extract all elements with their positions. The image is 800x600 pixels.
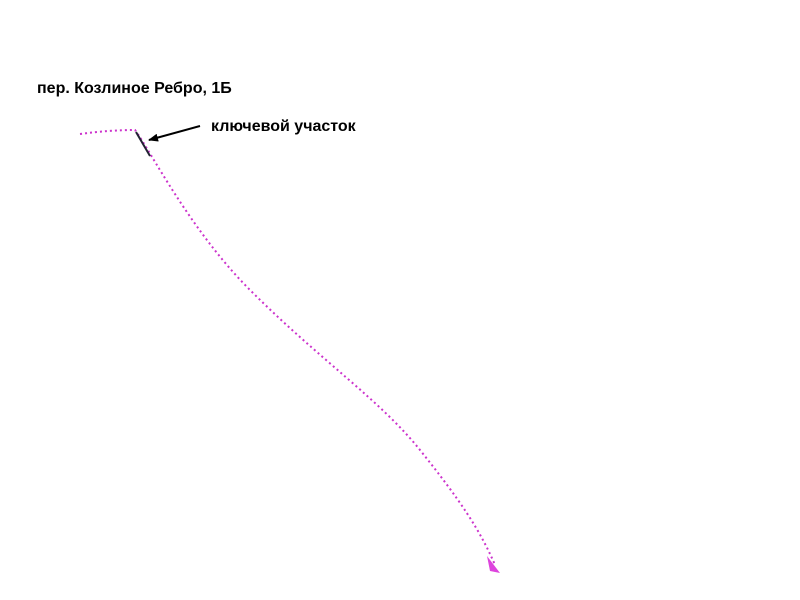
route-end-arrow — [487, 556, 500, 573]
key-section — [135, 131, 151, 157]
route-line — [79, 128, 496, 566]
route-title: пер. Козлиное Ребро, 1Б — [37, 80, 232, 97]
annotation-label: ключевой участок — [211, 118, 357, 135]
annotation-arrow — [148, 125, 201, 142]
